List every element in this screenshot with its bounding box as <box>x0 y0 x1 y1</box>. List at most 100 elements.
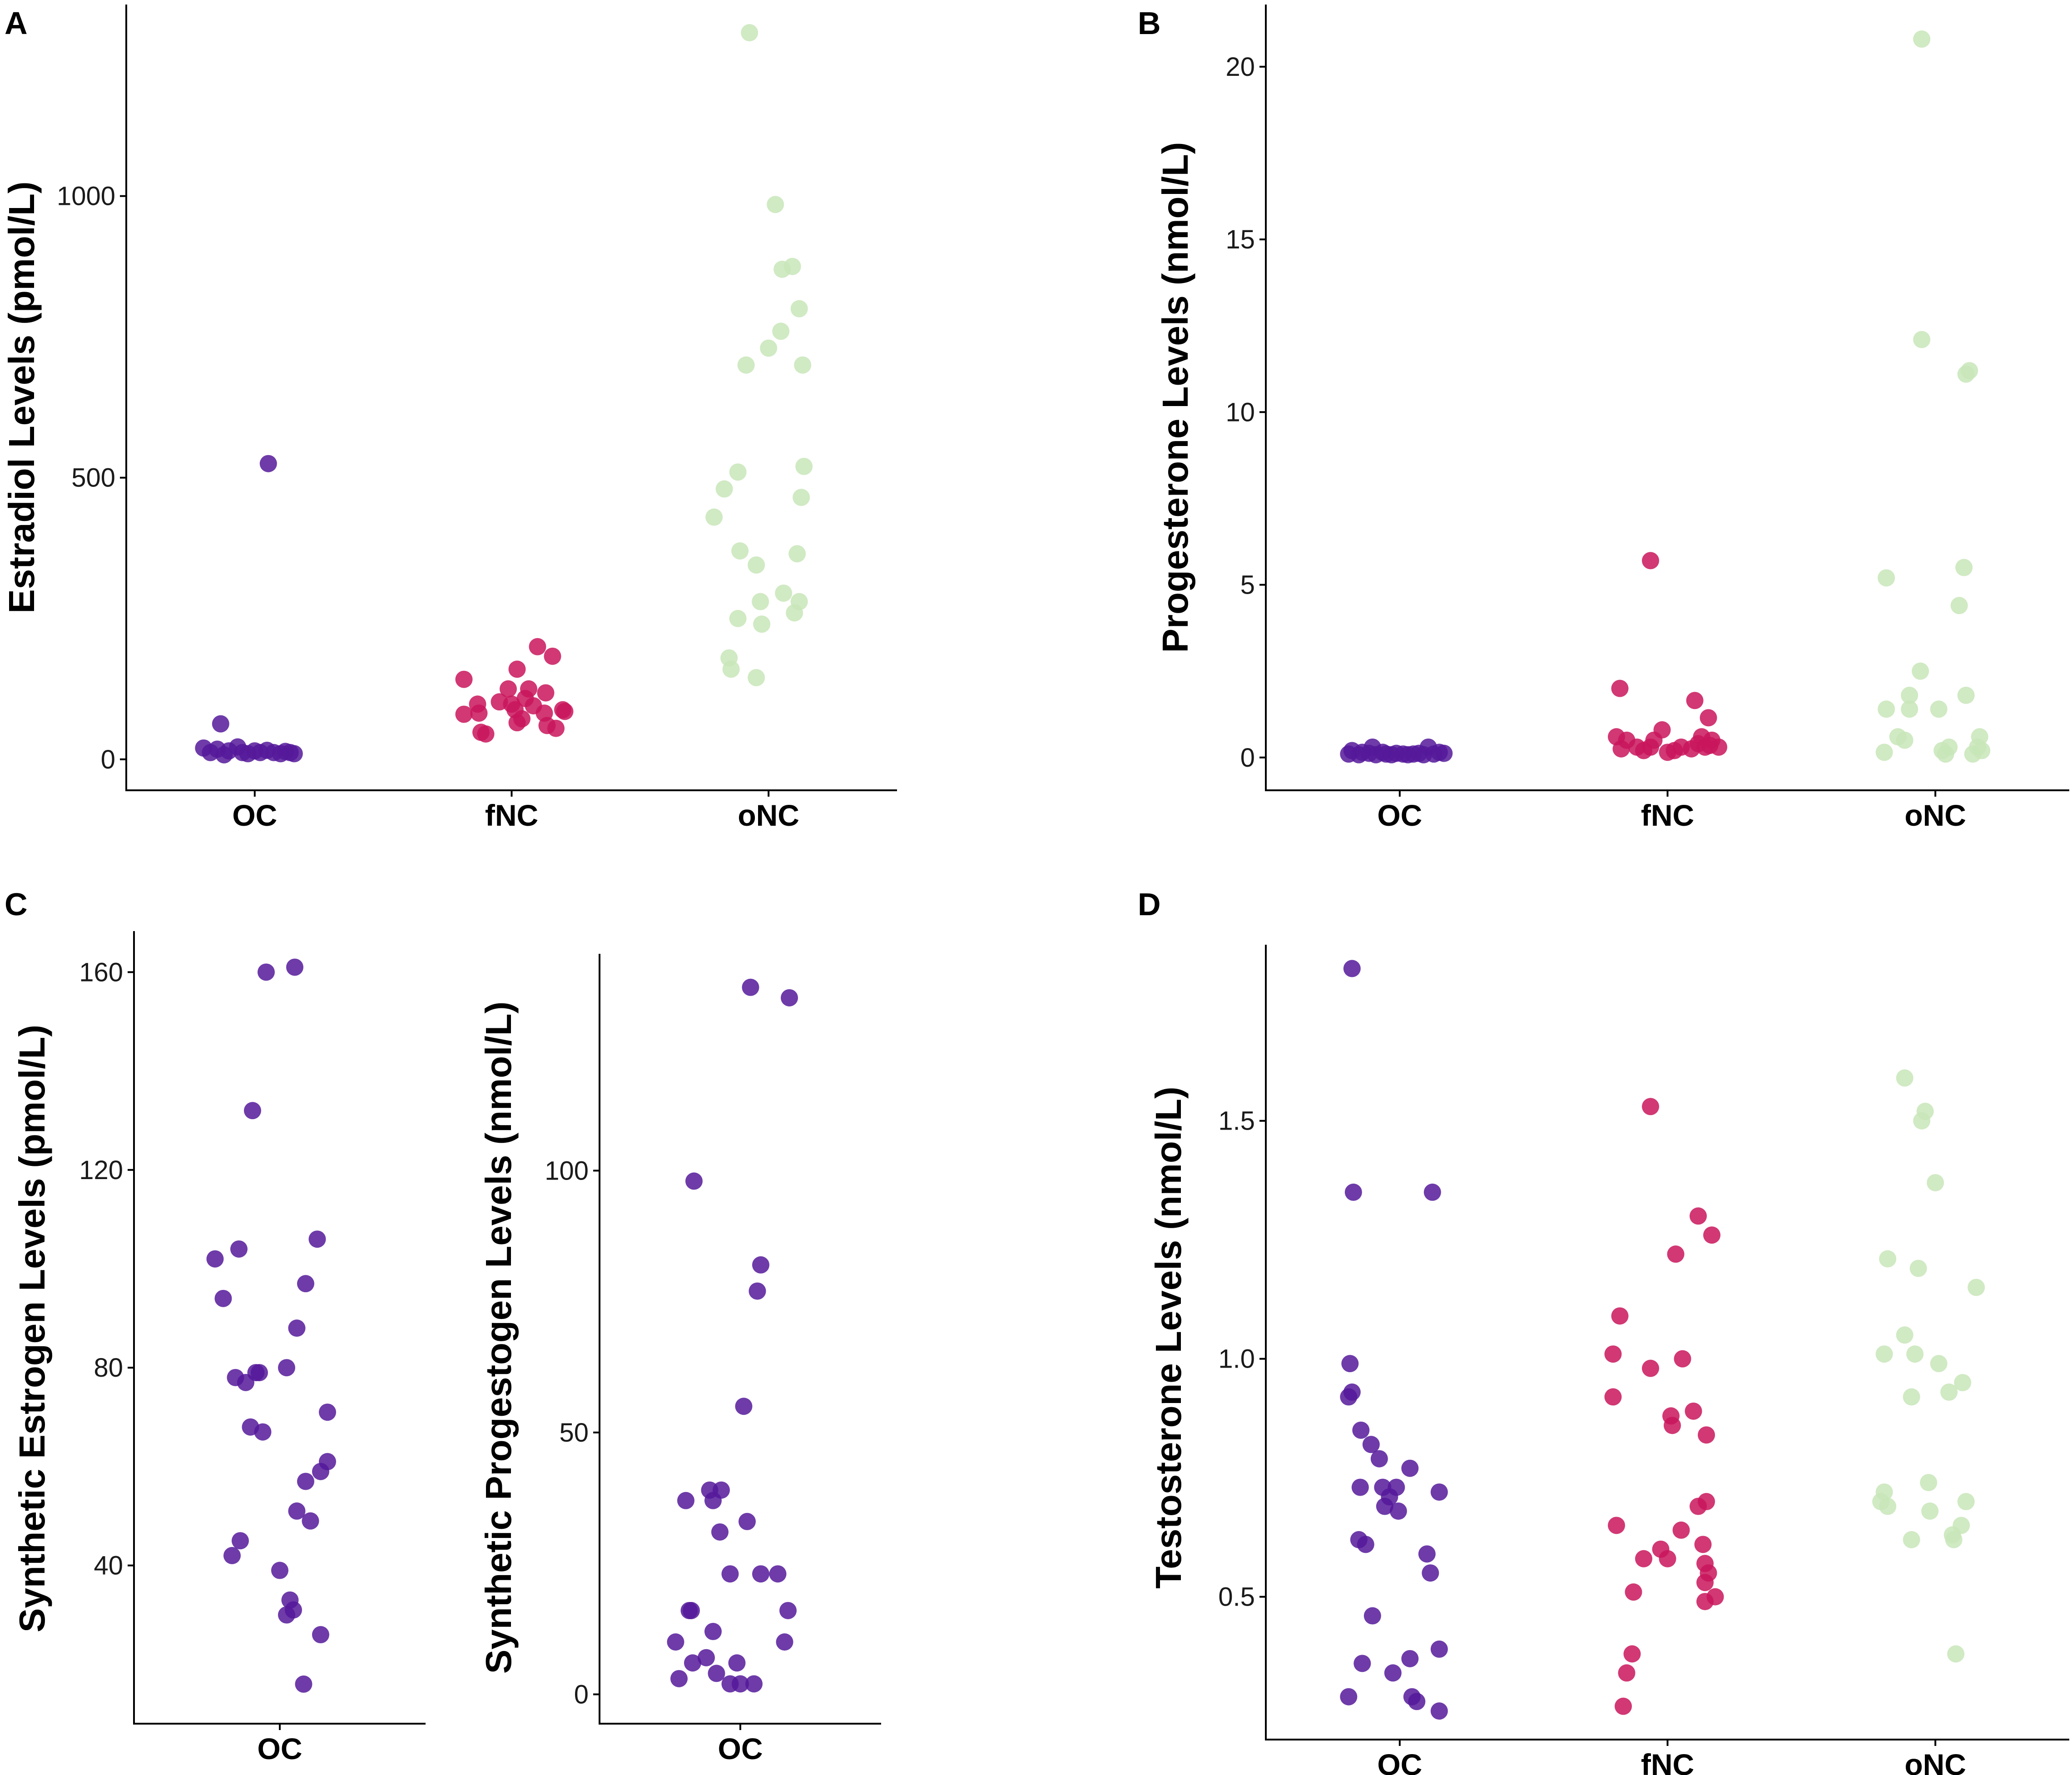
y-tick-label: 120 <box>79 1155 123 1185</box>
data-point-fnc <box>1698 1426 1715 1444</box>
data-point-onc <box>1875 1345 1893 1363</box>
data-point-onc <box>783 258 801 275</box>
data-point-onc <box>772 322 790 340</box>
data-point-onc <box>1930 700 1948 718</box>
x-category-label: fNC <box>1641 1748 1694 1775</box>
data-point-fnc <box>1690 1207 1707 1225</box>
y-tick-label: 10 <box>1225 397 1255 427</box>
data-point-fnc <box>1625 1583 1642 1601</box>
data-point-onc <box>1947 1645 1965 1663</box>
data-point-oc <box>748 1282 766 1300</box>
data-point-onc <box>748 669 765 686</box>
data-point-oc <box>708 1665 725 1682</box>
data-point-oc <box>1344 1183 1362 1201</box>
data-point-onc <box>1930 1355 1948 1373</box>
data-point-oc <box>1408 1693 1426 1711</box>
data-point-onc <box>1878 569 1895 587</box>
data-point-fnc <box>556 703 574 720</box>
data-point-oc <box>683 1601 700 1619</box>
data-point-fnc <box>1642 1098 1659 1116</box>
data-point-onc <box>760 339 778 357</box>
data-point-oc <box>288 1502 306 1520</box>
data-point-oc <box>1343 1383 1361 1401</box>
data-point-onc <box>1973 742 1991 759</box>
x-category-label: OC <box>232 798 277 832</box>
data-point-oc <box>739 1512 756 1530</box>
panel-c2: 0 50 100 OC Synthetic Progestogen Levels (nm… <box>478 954 881 1765</box>
data-point-onc <box>1896 1069 1913 1087</box>
data-point-fnc <box>1642 552 1659 570</box>
data-point-fnc <box>537 684 555 702</box>
data-point-onc <box>1916 1102 1934 1120</box>
data-point-oc <box>684 1654 701 1672</box>
data-point-fnc <box>455 670 473 688</box>
x-category-label: OC <box>718 1732 763 1765</box>
data-point-onc <box>1878 700 1895 718</box>
y-axis-title: Estradiol Levels (pmol/L) <box>1 181 42 613</box>
y-tick-label: 0.5 <box>1218 1582 1255 1612</box>
data-point-oc <box>698 1649 715 1666</box>
data-point-oc <box>667 1633 684 1651</box>
data-point-oc <box>1418 1545 1436 1563</box>
data-point-onc <box>1953 1517 1970 1534</box>
data-point-fnc <box>1611 1307 1629 1325</box>
data-point-fnc <box>1615 1697 1632 1715</box>
data-point-oc <box>302 1512 319 1530</box>
data-point-fnc <box>508 660 526 678</box>
data-point-onc <box>1940 738 1958 756</box>
data-point-oc <box>769 1565 787 1583</box>
data-point-oc <box>223 1547 241 1564</box>
x-category-label: fNC <box>485 798 538 832</box>
data-point-onc <box>729 610 747 627</box>
data-point-oc <box>232 1532 249 1550</box>
data-point-oc <box>1370 1450 1388 1468</box>
data-point-onc <box>722 660 740 678</box>
data-point-fnc <box>1686 692 1704 709</box>
data-point-fnc <box>1700 709 1717 727</box>
data-point-oc <box>1430 1702 1448 1720</box>
data-point-onc <box>731 542 749 560</box>
data-point-oc <box>1363 1607 1381 1625</box>
y-tick-label: 1.0 <box>1218 1344 1255 1374</box>
data-point-onc <box>793 489 810 506</box>
panel-letter: B <box>1138 5 1161 41</box>
data-point-oc <box>214 1289 232 1307</box>
data-point-onc <box>1901 700 1918 718</box>
data-point-fnc <box>1623 1645 1641 1663</box>
data-point-onc <box>1901 686 1918 704</box>
data-point-onc <box>1903 1531 1920 1548</box>
data-point-onc <box>737 356 755 374</box>
data-point-fnc <box>1608 1517 1625 1534</box>
data-point-oc <box>685 1172 703 1190</box>
y-tick-label: 20 <box>1225 52 1255 82</box>
data-point-onc <box>1957 686 1975 704</box>
data-point-onc <box>748 556 765 574</box>
data-point-onc <box>1909 1259 1927 1277</box>
data-point-oc <box>259 455 277 472</box>
data-point-fnc <box>544 647 561 665</box>
x-category-label: oNC <box>738 798 799 832</box>
data-point-oc <box>278 1359 295 1377</box>
data-point-oc <box>1362 1436 1380 1453</box>
data-point-fnc <box>1642 1359 1659 1377</box>
x-category-label: OC <box>1377 798 1422 832</box>
data-point-onc <box>1896 731 1913 749</box>
data-point-oc <box>1422 1564 1439 1582</box>
data-point-onc <box>705 508 723 526</box>
data-point-oc <box>1384 1664 1402 1682</box>
data-point-fnc <box>547 719 565 737</box>
data-point-oc <box>732 1675 749 1693</box>
data-point-fnc <box>1706 1588 1724 1606</box>
data-point-fnc <box>1694 1536 1712 1553</box>
data-point-fnc <box>513 710 530 728</box>
data-point-fnc <box>477 725 495 743</box>
data-point-onc <box>729 463 747 481</box>
data-point-onc <box>1875 744 1893 761</box>
y-tick-label: 0 <box>1240 743 1255 773</box>
x-category-label: fNC <box>1641 798 1694 832</box>
data-point-oc <box>258 963 275 981</box>
data-point-oc <box>285 1601 302 1619</box>
y-tick-label: 0 <box>101 745 115 774</box>
data-point-oc <box>312 1626 329 1644</box>
